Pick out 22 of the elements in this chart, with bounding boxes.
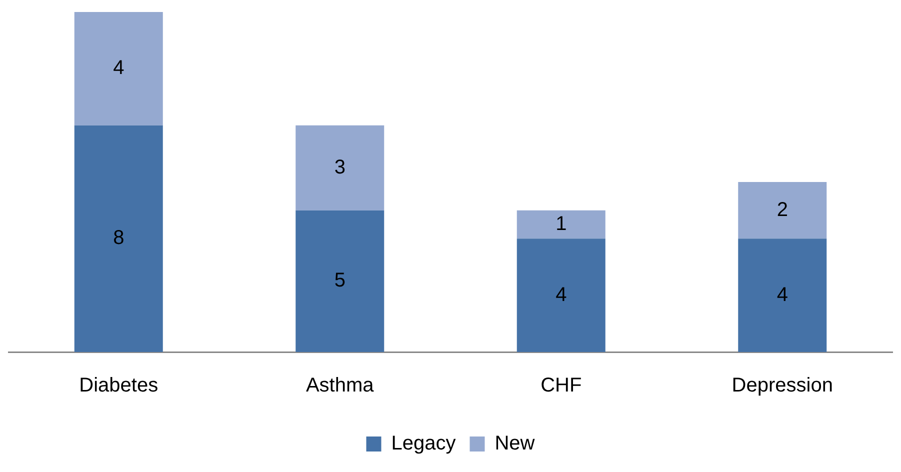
bar — [516, 238, 606, 352]
x-tick-label: CHF — [540, 374, 582, 397]
data-label: 4 — [556, 284, 567, 306]
bar — [74, 12, 163, 126]
legend-label: New — [494, 432, 536, 455]
bar — [296, 210, 384, 352]
data-label: 4 — [113, 57, 124, 80]
data-label: 5 — [334, 270, 346, 292]
data-label: 2 — [776, 198, 788, 221]
bar — [738, 238, 827, 352]
data-label: 1 — [556, 213, 567, 236]
legend-label: Legacy — [391, 432, 456, 455]
bar — [516, 210, 606, 239]
bar — [738, 182, 827, 239]
data-label: 3 — [334, 156, 346, 178]
x-tick-label: Depression — [732, 374, 833, 397]
x-tick-label: Asthma — [306, 374, 375, 397]
bar — [296, 125, 384, 210]
data-label: 8 — [113, 227, 124, 250]
x-tick-label: Diabetes — [79, 374, 158, 397]
data-label: 4 — [776, 284, 788, 306]
bar — [74, 125, 163, 352]
